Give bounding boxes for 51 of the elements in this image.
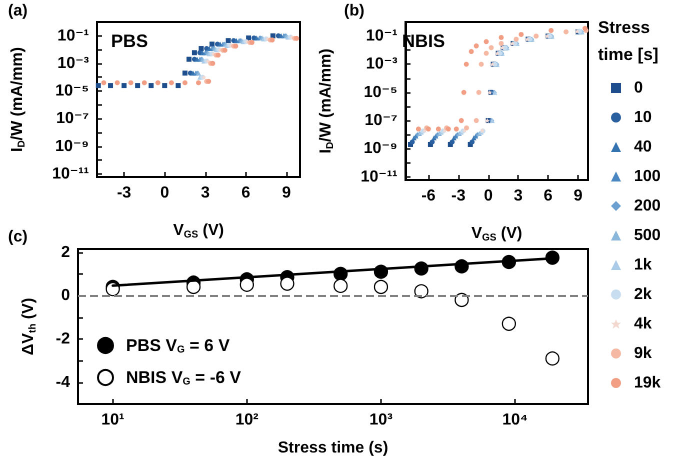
y-axis-title: ID/W (mA/mm) bbox=[9, 47, 28, 152]
x-tick-label: 6 bbox=[544, 188, 553, 204]
x-tick-label: 0 bbox=[484, 188, 493, 204]
text: (c) bbox=[8, 228, 28, 246]
text: (b) bbox=[344, 2, 364, 20]
y-tick-label: 10⁻³ bbox=[57, 54, 89, 72]
legend-label: 4k bbox=[634, 316, 652, 332]
y-tick-label: 10⁻⁵ bbox=[364, 84, 398, 101]
legend-label: 1k bbox=[634, 256, 652, 274]
x-tick-label: -6 bbox=[421, 188, 436, 204]
text: (a) bbox=[8, 2, 28, 20]
legend-label: 40 bbox=[634, 138, 652, 156]
x-tick-label: 10⁴ bbox=[502, 412, 528, 428]
y-tick-label: 10⁻⁹ bbox=[364, 140, 398, 158]
y-tick-label: -4 bbox=[56, 374, 70, 391]
legend-label: 0 bbox=[634, 80, 643, 96]
x-tick-label: 3 bbox=[200, 184, 210, 202]
x-tick-label: 3 bbox=[514, 188, 523, 204]
x-tick-label: 10³ bbox=[369, 412, 393, 428]
y-tick-label: 2 bbox=[61, 244, 70, 261]
y-tick-label: 10⁻⁷ bbox=[56, 110, 89, 128]
legend-label: 100 bbox=[634, 168, 661, 185]
x-tick-label: 9 bbox=[574, 188, 583, 204]
y-axis-title: ID/W (mA/mm) bbox=[318, 48, 336, 154]
x-tick-label: 0 bbox=[160, 184, 170, 202]
legend-label: 19k bbox=[634, 374, 661, 392]
x-tick-label: -3 bbox=[451, 188, 466, 204]
x-tick-label: 10² bbox=[235, 412, 258, 428]
x-axis-title: Stress time (s) bbox=[278, 440, 388, 456]
legend-label: 10 bbox=[634, 109, 652, 126]
legend-label: 500 bbox=[634, 227, 661, 244]
x-tick-label: 10¹ bbox=[101, 412, 124, 428]
y-tick-label: 10⁻³ bbox=[366, 56, 398, 73]
x-tick-label: 6 bbox=[241, 184, 250, 202]
y-tick-label: 10⁻¹¹ bbox=[52, 165, 89, 182]
y-tick-label: 10⁻¹¹ bbox=[360, 168, 398, 186]
y-tick-label: 10⁻⁷ bbox=[364, 112, 398, 130]
legend-label: 200 bbox=[634, 198, 661, 214]
legend-label: 9k bbox=[634, 345, 652, 362]
y-tick-label: 10⁻⁵ bbox=[55, 82, 89, 100]
y-tick-label: 0 bbox=[61, 287, 70, 304]
y-tick-label: 10⁻⁹ bbox=[55, 138, 89, 155]
x-tick-label: 9 bbox=[282, 184, 292, 202]
y-tick-label: 10⁻¹ bbox=[366, 28, 398, 45]
x-tick-label: -3 bbox=[116, 184, 132, 202]
legend-label: 2k bbox=[634, 286, 652, 303]
text: PBS bbox=[111, 31, 148, 51]
legend-title: Stress time [s] bbox=[598, 18, 658, 64]
y-tick-label: 10⁻¹ bbox=[57, 27, 89, 44]
y-axis-title: ΔVth (V) bbox=[20, 298, 38, 356]
y-tick-label: -2 bbox=[56, 330, 70, 348]
